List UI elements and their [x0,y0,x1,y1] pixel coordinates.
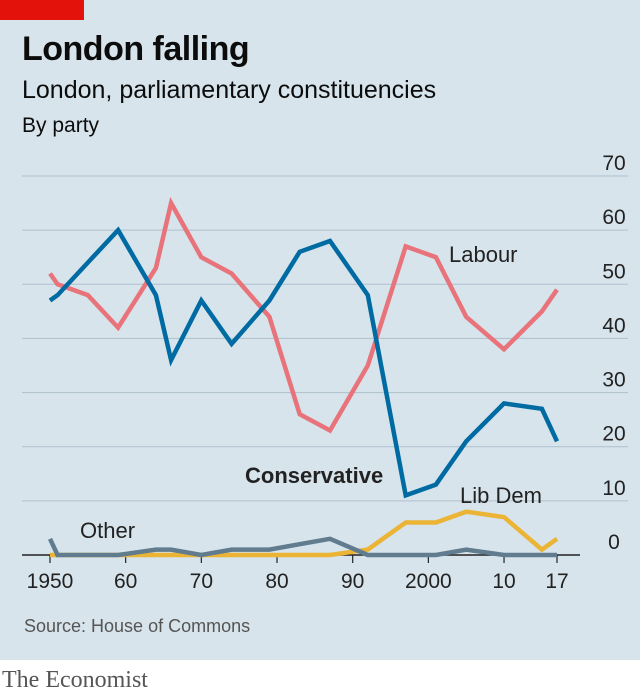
y-tick-label: 20 [602,423,625,446]
y-tick-label: 10 [602,477,625,500]
y-tick-label: 0 [608,531,620,554]
x-tick-label: 17 [545,570,568,593]
x-tick-label: 90 [341,570,364,593]
x-tick-label: 80 [265,570,288,593]
x-tick-label: 60 [114,570,137,593]
publisher-logo: The Economist [2,667,148,693]
x-tick-label: 1950 [27,570,74,593]
y-tick-label: 40 [602,314,625,337]
series-line-labour [48,196,559,434]
y-tick-label: 60 [602,206,625,229]
source-note: Source: House of Commons [24,616,251,636]
series-label-labour: Labour [449,242,518,267]
series-line-conservative [48,226,560,499]
series-line-other [47,536,557,558]
series-label-conservative: Conservative [245,463,383,488]
y-tick-label: 50 [602,260,625,283]
chart-subtitle: London, parliamentary constituencies [22,76,437,104]
chart-title: London falling [22,30,250,68]
chart-panel [0,0,640,660]
x-tick-label: 70 [190,570,213,593]
y-tick-label: 70 [602,152,625,175]
x-tick-label: 10 [492,570,515,593]
y-tick-label: 30 [602,369,625,392]
chart-unit: By party [22,114,100,137]
line-chart: 0 10 20 30 40 50 60 70 1950 60 70 80 90 2000 10 17 Labou… [22,152,628,593]
x-tick-label: 2000 [405,570,452,593]
series-label-other: Other [80,518,135,543]
brand-tag [0,0,84,20]
series-label-lib-dem: Lib Dem [460,483,542,508]
